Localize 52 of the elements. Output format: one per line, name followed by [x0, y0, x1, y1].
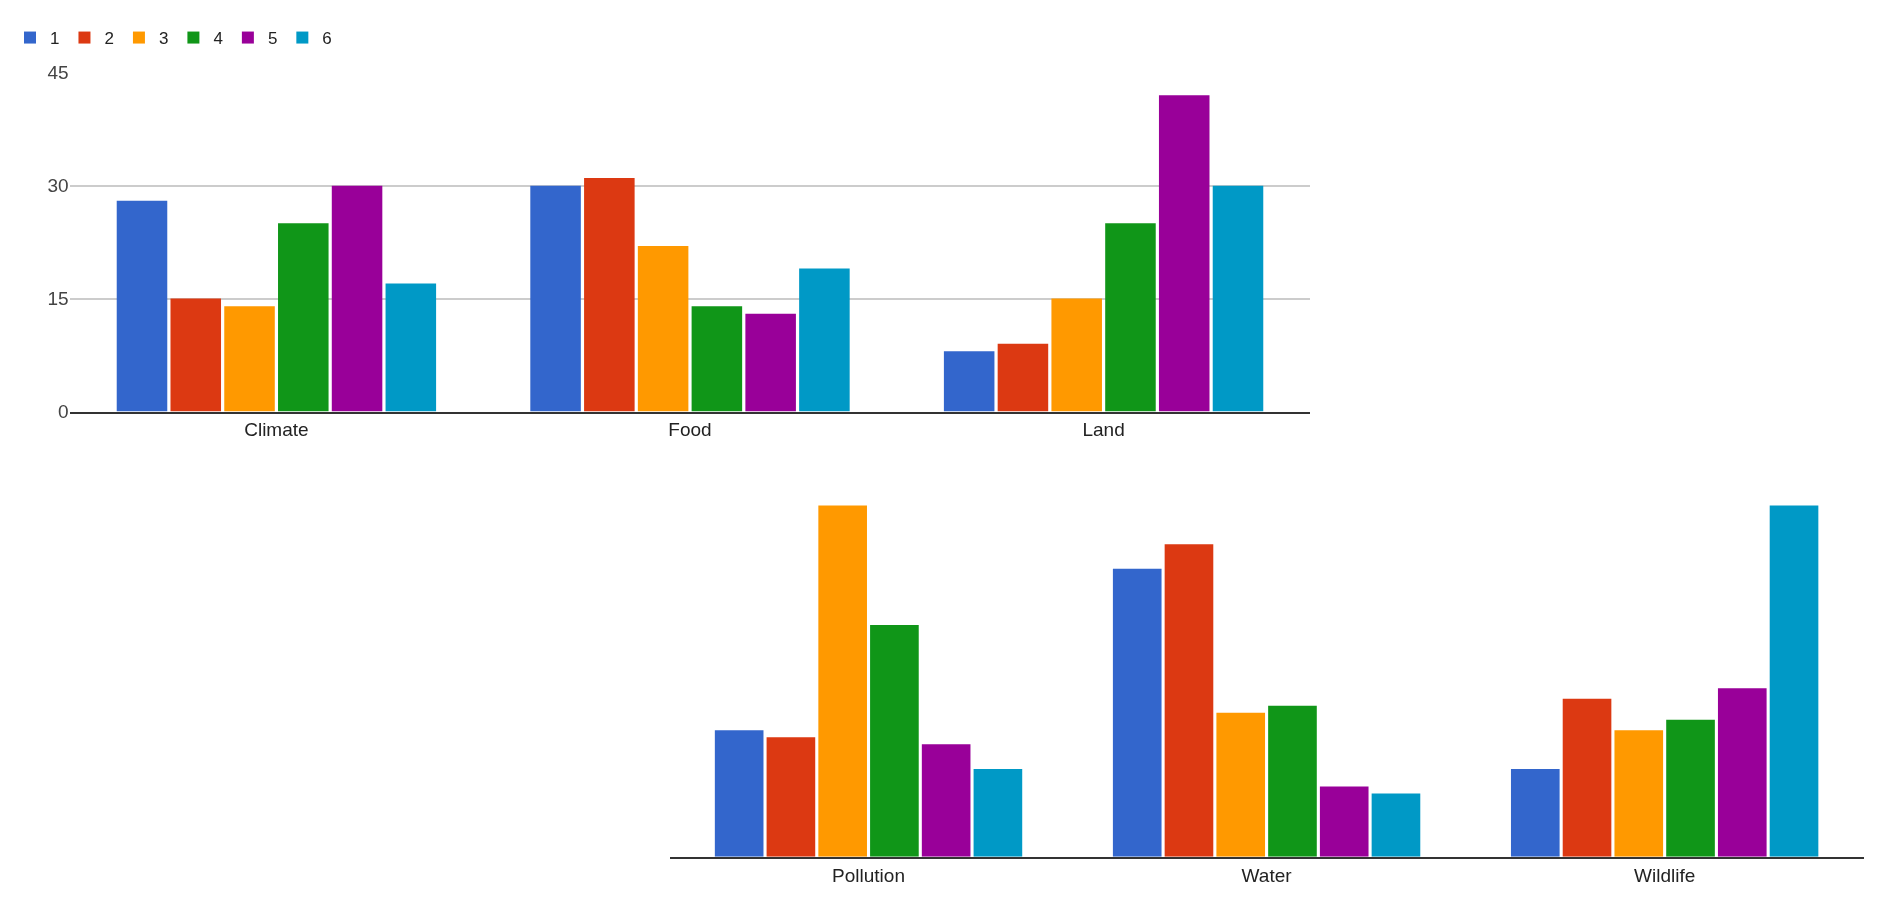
bar — [691, 306, 743, 412]
legend-label: 2 — [104, 29, 114, 49]
bar — [997, 343, 1049, 412]
y-tick-label: 15 — [47, 288, 69, 310]
legend-label: 4 — [213, 29, 223, 49]
x-tick-label: Climate — [244, 419, 309, 441]
bar — [1319, 786, 1369, 857]
bar — [766, 737, 816, 857]
bar — [278, 223, 329, 412]
bar — [943, 351, 995, 412]
bar — [385, 283, 437, 412]
x-tick-label: Wildlife — [1634, 864, 1696, 886]
x-tick-label: Food — [668, 419, 712, 441]
x-tick-label: Land — [1082, 419, 1125, 441]
legend-label: 1 — [50, 29, 60, 49]
bar — [1164, 544, 1214, 857]
bar — [745, 313, 796, 412]
bar — [1562, 698, 1612, 857]
bar — [921, 744, 971, 857]
bar — [818, 505, 867, 857]
bar — [1112, 568, 1162, 857]
bar — [1371, 793, 1421, 857]
x-tick-label: Water — [1241, 864, 1293, 886]
bar — [1158, 95, 1210, 412]
bar — [584, 178, 635, 412]
y-tick-label: 30 — [47, 175, 69, 197]
y-tick-label: 45 — [47, 62, 69, 84]
legend-label: 5 — [267, 29, 278, 49]
y-tick-label: 0 — [58, 401, 69, 423]
bar — [224, 306, 275, 412]
bar — [1216, 712, 1266, 857]
bar — [799, 268, 850, 412]
x-tick-label: Pollution — [832, 864, 905, 886]
bar — [973, 768, 1023, 857]
bar — [1769, 505, 1819, 857]
bar — [1717, 688, 1767, 857]
bar — [870, 624, 919, 857]
bar — [1510, 768, 1560, 857]
bar — [1212, 185, 1264, 412]
bar — [530, 185, 581, 412]
bar — [116, 200, 168, 412]
bar — [714, 730, 764, 857]
bar — [1105, 223, 1156, 412]
bar — [637, 245, 689, 412]
bar — [331, 185, 383, 412]
legend-label: 6 — [322, 29, 332, 49]
bar — [1051, 298, 1102, 412]
bar — [1268, 705, 1317, 857]
legend-label: 3 — [158, 29, 169, 49]
bar — [1666, 719, 1715, 857]
bar — [170, 298, 222, 412]
bar — [1614, 730, 1664, 857]
